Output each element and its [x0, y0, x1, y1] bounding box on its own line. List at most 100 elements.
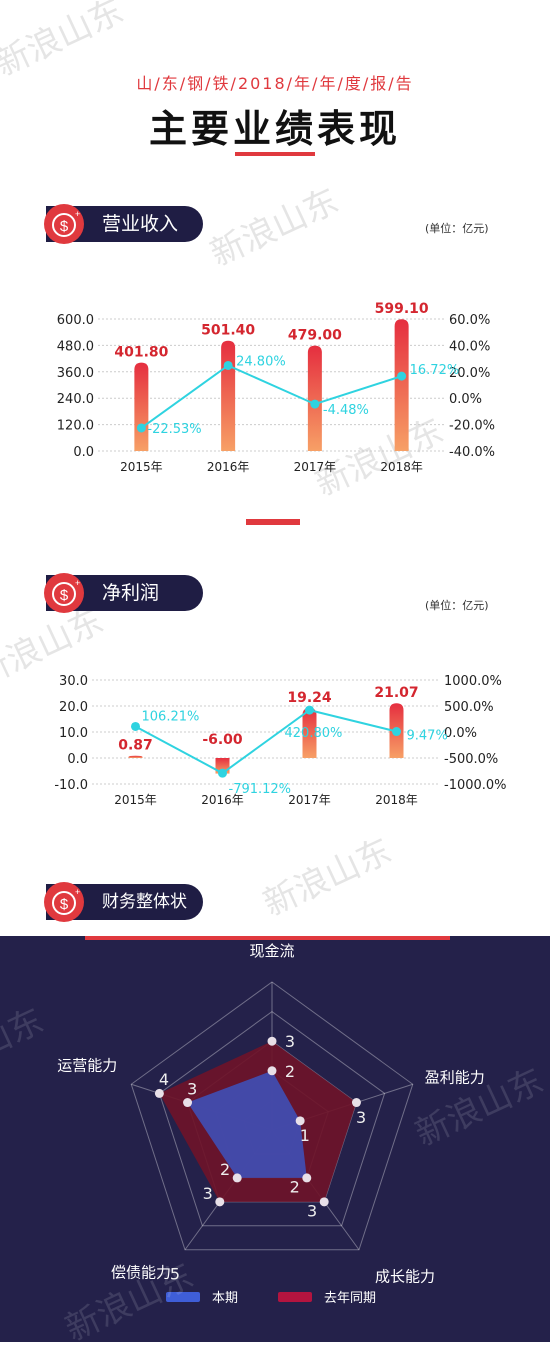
- radar-point: [267, 1066, 277, 1076]
- dollar-icon: $ +: [44, 204, 84, 244]
- y-left-tick-label: 0.0: [67, 752, 88, 767]
- radar-value-label: 1: [300, 1126, 310, 1145]
- radar-grid-ring: [130, 981, 414, 1251]
- y-left-tick-label: 480.0: [57, 339, 94, 354]
- bar-value-label: 401.80: [114, 345, 168, 361]
- radar-point: [267, 1036, 277, 1046]
- radar-scale-label: 5: [170, 1265, 180, 1284]
- y-right-tick-label: 20.0%: [449, 366, 490, 381]
- profit-unit: (单位：亿元): [425, 599, 489, 612]
- legend-swatch-last-year: [278, 1292, 312, 1302]
- growth-label: 24.80%: [236, 354, 286, 369]
- radar-value-label: 3: [356, 1108, 366, 1127]
- bar-value-label: 501.40: [201, 323, 255, 339]
- bar-value-label: -6.00: [202, 732, 243, 748]
- growth-label: 420.80%: [285, 726, 343, 741]
- section-divider: [246, 519, 300, 525]
- svg-text:+: +: [75, 209, 80, 219]
- growth-line: [135, 709, 397, 775]
- radar-value-label: 3: [307, 1202, 317, 1221]
- y-right-tick-label: -40.0%: [449, 445, 495, 460]
- radar-area-current: [187, 1070, 307, 1178]
- radar-value-label: 4: [159, 1070, 169, 1089]
- radar-axis-label: 运营能力: [57, 1056, 117, 1074]
- growth-point: [397, 371, 407, 381]
- svg-text:$: $: [60, 587, 69, 604]
- radar-axis-label: 现金流: [249, 942, 294, 960]
- growth-label: -4.48%: [323, 403, 369, 418]
- bar: [134, 362, 149, 451]
- legend-label-current: 本期: [212, 1291, 238, 1306]
- x-tick-label: 2016年: [201, 793, 244, 807]
- y-left-tick-label: -10.0: [54, 778, 88, 793]
- title-underline: [235, 152, 315, 156]
- y-left-tick-label: 0.0: [73, 445, 94, 460]
- growth-label: -22.53%: [147, 422, 201, 437]
- bar-value-label: 19.24: [287, 690, 332, 706]
- radar-value-label: 2: [290, 1178, 300, 1197]
- radar-value-label: 2: [220, 1160, 230, 1179]
- watermark: 新浪山东: [257, 830, 398, 925]
- y-right-tick-label: 500.0%: [444, 700, 494, 715]
- radar-value-label: 3: [203, 1184, 213, 1203]
- bar-value-label: 0.87: [118, 738, 153, 754]
- x-tick-label: 2018年: [380, 460, 423, 474]
- bar-value-label: 599.10: [375, 301, 429, 317]
- bar: [307, 345, 322, 451]
- radar-point: [319, 1197, 329, 1207]
- radar-axis-label: 成长能力: [375, 1268, 435, 1286]
- y-right-tick-label: -20.0%: [449, 419, 495, 434]
- growth-label: 16.72%: [410, 363, 460, 378]
- y-left-tick-label: 20.0: [59, 700, 88, 715]
- y-right-tick-label: 0.0%: [444, 726, 477, 741]
- svg-text:+: +: [75, 887, 80, 897]
- dollar-icon: $ +: [44, 573, 84, 613]
- growth-point: [218, 768, 227, 778]
- watermark: 新浪山东: [204, 180, 345, 275]
- growth-point: [310, 399, 320, 409]
- y-right-tick-label: -1000.0%: [444, 778, 507, 793]
- x-tick-label: 2016年: [207, 460, 250, 474]
- growth-label: -791.12%: [229, 782, 292, 797]
- growth-label: 9.47%: [407, 729, 448, 744]
- growth-point: [223, 360, 233, 370]
- radar-point: [302, 1173, 312, 1183]
- radar-point: [295, 1116, 305, 1126]
- growth-point: [392, 727, 401, 737]
- page-title: 主要业绩表现: [148, 107, 401, 151]
- bar: [128, 755, 143, 758]
- y-left-tick-label: 30.0: [59, 674, 88, 689]
- net-profit-chart: 30.0 1000.0% 20.0 500.0% 10.0 0.0% 0.0 -500.0% -…: [54, 674, 507, 807]
- legend-label-last-year: 去年同期: [324, 1291, 376, 1306]
- x-tick-label: 2015年: [120, 460, 163, 474]
- radar-point: [154, 1088, 164, 1098]
- y-left-tick-label: 600.0: [57, 313, 94, 328]
- y-right-tick-label: 1000.0%: [444, 674, 502, 689]
- y-left-tick-label: 10.0: [59, 726, 88, 741]
- radar-axis-label: 偿债能力: [111, 1264, 171, 1282]
- svg-text:+: +: [75, 578, 80, 588]
- growth-point: [136, 423, 146, 433]
- y-right-tick-label: -500.0%: [444, 752, 498, 767]
- x-tick-label: 2018年: [375, 793, 418, 807]
- bar: [394, 319, 409, 451]
- revenue-unit: (单位：亿元): [425, 222, 489, 235]
- radar-value-label: 2: [285, 1062, 295, 1081]
- svg-text:$: $: [60, 896, 69, 913]
- y-right-tick-label: 60.0%: [449, 313, 490, 328]
- svg-text:$: $: [60, 218, 69, 235]
- radar-point: [215, 1197, 225, 1207]
- growth-label: 106.21%: [142, 709, 200, 724]
- x-tick-label: 2017年: [294, 460, 337, 474]
- legend-swatch-current: [166, 1292, 200, 1302]
- radar-point: [232, 1173, 242, 1183]
- radar-point: [183, 1098, 193, 1108]
- x-tick-label: 2017年: [288, 793, 331, 807]
- radar-value-label: 3: [187, 1079, 197, 1098]
- y-right-tick-label: 0.0%: [449, 392, 482, 407]
- growth-point: [305, 705, 314, 715]
- radar-value-label: 3: [285, 1032, 295, 1051]
- x-tick-label: 2015年: [114, 793, 157, 807]
- y-right-tick-label: 40.0%: [449, 339, 490, 354]
